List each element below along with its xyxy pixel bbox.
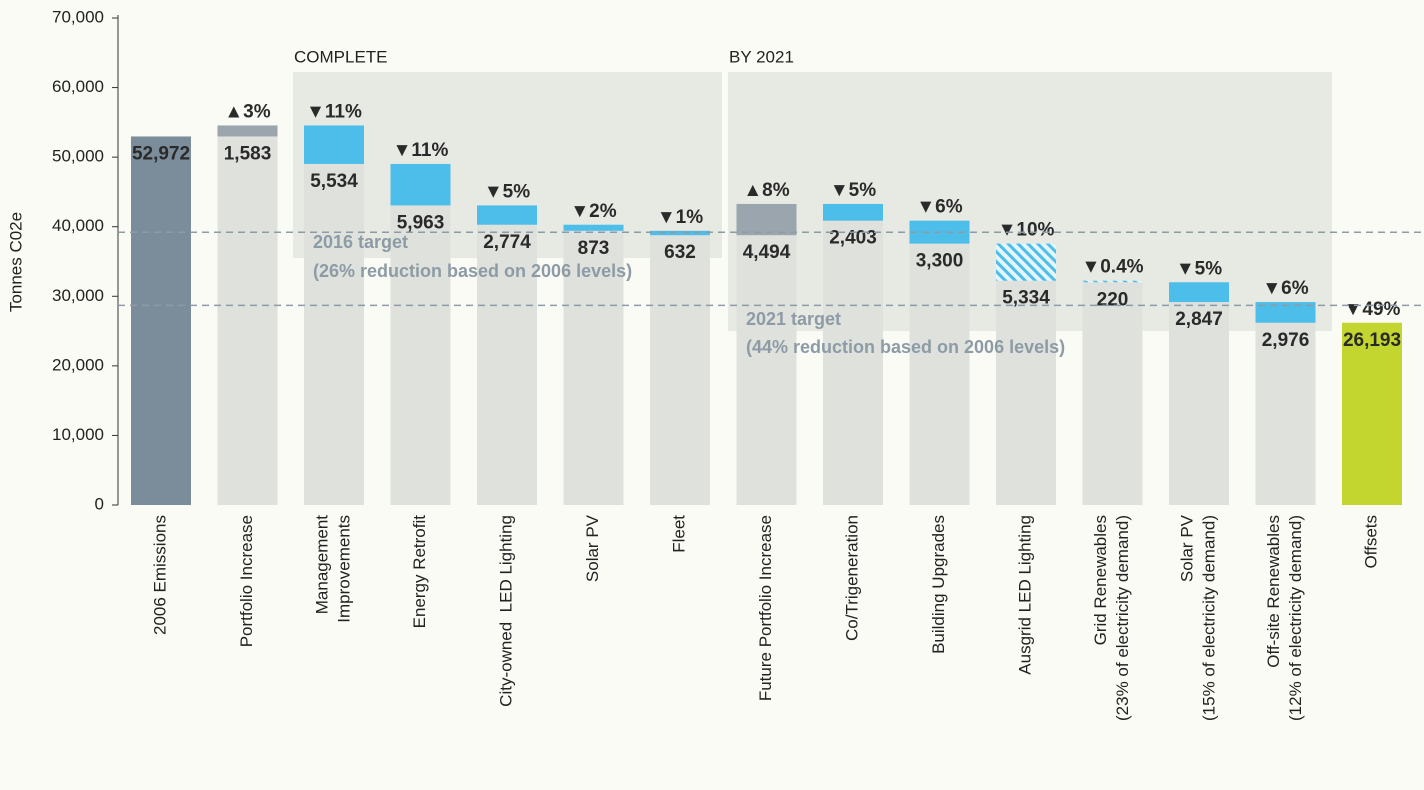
x-tick-label: Fleet [669, 515, 688, 553]
target-title: 2021 target [746, 309, 841, 329]
target-note: (44% reduction based on 2006 levels) [746, 337, 1065, 357]
target-title: 2016 target [313, 232, 408, 252]
base-bar [390, 205, 451, 506]
change-label: ▼11% [306, 101, 362, 122]
change-label: ▼1% [657, 207, 703, 228]
value-label: 1,583 [224, 143, 272, 164]
bar [996, 243, 1056, 281]
value-label: 3,300 [916, 251, 964, 272]
base-bar [736, 235, 797, 505]
change-label: ▼6% [1262, 278, 1308, 299]
value-label: 2,847 [1175, 309, 1223, 330]
y-tick-label: 20,000 [52, 355, 104, 374]
x-tick-label: Solar PV [583, 514, 602, 582]
change-label: ▼11% [393, 140, 449, 161]
value-label: 5,334 [1002, 288, 1050, 309]
bar [1082, 280, 1143, 283]
value-label: 5,534 [310, 171, 358, 192]
x-tick-label: Management [312, 515, 331, 615]
x-tick-label: City-owned LED Lighting [496, 515, 515, 707]
x-tick-label: Off-site Renewables [1264, 515, 1283, 668]
value-label: 4,494 [743, 242, 791, 263]
x-tick-label: Building Upgrades [929, 515, 948, 654]
change-label: ▼6% [916, 197, 962, 218]
value-label: 5,963 [397, 212, 445, 233]
bar [563, 224, 624, 231]
value-label: 26,193 [1343, 330, 1401, 351]
bar [1342, 322, 1402, 505]
x-tick-label: Improvements [334, 515, 353, 623]
value-label: 2,976 [1262, 330, 1310, 351]
base-bar [1082, 282, 1143, 505]
base-bar [563, 230, 624, 505]
change-label: ▼5% [484, 181, 530, 202]
base-bar [304, 163, 364, 505]
value-label: 220 [1097, 289, 1129, 310]
base-bar [996, 280, 1056, 505]
bar [131, 136, 191, 505]
change-label: ▼5% [830, 180, 876, 201]
value-label: 52,972 [132, 143, 190, 164]
bar [823, 203, 883, 221]
bar [1255, 302, 1316, 323]
base-bar [909, 243, 970, 505]
y-tick-label: 70,000 [52, 7, 104, 26]
y-tick-label: 0 [95, 494, 104, 513]
bar [304, 125, 364, 164]
bar [736, 203, 797, 236]
group-label: BY 2021 [729, 47, 794, 66]
value-label: 632 [664, 242, 696, 263]
x-tick-label: Energy Retrofit [410, 515, 429, 629]
y-tick-label: 10,000 [52, 425, 104, 444]
value-label: 2,774 [483, 232, 531, 253]
x-tick-label: Ausgrid LED Lighting [1015, 515, 1034, 675]
bar [477, 205, 537, 225]
change-label: ▼5% [1176, 258, 1222, 279]
y-tick-label: 60,000 [52, 77, 104, 96]
x-tick-label: 2006 Emissions [150, 515, 169, 635]
x-tick-label: (23% of electricity demand) [1113, 515, 1132, 721]
y-tick-label: 30,000 [52, 286, 104, 305]
y-tick-label: 50,000 [52, 147, 104, 166]
change-label: ▲8% [743, 180, 789, 201]
x-tick-label: Future Portfolio Increase [756, 515, 775, 701]
y-axis-label: Tonnes C02e [6, 212, 25, 312]
bar [390, 163, 451, 206]
target-note: (26% reduction based on 2006 levels) [313, 261, 632, 281]
base-bar [1169, 302, 1229, 505]
x-tick-label: (12% of electricity demand) [1286, 515, 1305, 721]
value-label: 2,403 [829, 228, 877, 249]
change-label: ▼2% [570, 201, 616, 222]
change-label: ▼0.4% [1081, 257, 1143, 278]
change-label: ▼49% [1344, 299, 1401, 320]
x-tick-label: (15% of electricity demand) [1199, 515, 1218, 721]
x-tick-label: Solar PV [1177, 514, 1196, 582]
base-bar [477, 224, 537, 505]
base-bar [823, 220, 883, 506]
x-tick-label: Grid Renewables [1091, 515, 1110, 645]
group-label: COMPLETE [294, 47, 388, 66]
base-bar [650, 235, 710, 505]
change-label: ▼10% [998, 220, 1055, 241]
base-bar [1255, 322, 1316, 505]
x-tick-label: Offsets [1361, 515, 1380, 569]
y-tick-label: 40,000 [52, 216, 104, 235]
x-tick-label: Co/Trigeneration [842, 515, 861, 641]
value-label: 873 [578, 238, 610, 259]
bar [217, 125, 278, 137]
bar [1169, 282, 1229, 303]
x-tick-label: Portfolio Increase [237, 515, 256, 647]
bar [650, 230, 710, 236]
base-bar [217, 136, 278, 505]
change-label: ▲3% [224, 101, 270, 122]
